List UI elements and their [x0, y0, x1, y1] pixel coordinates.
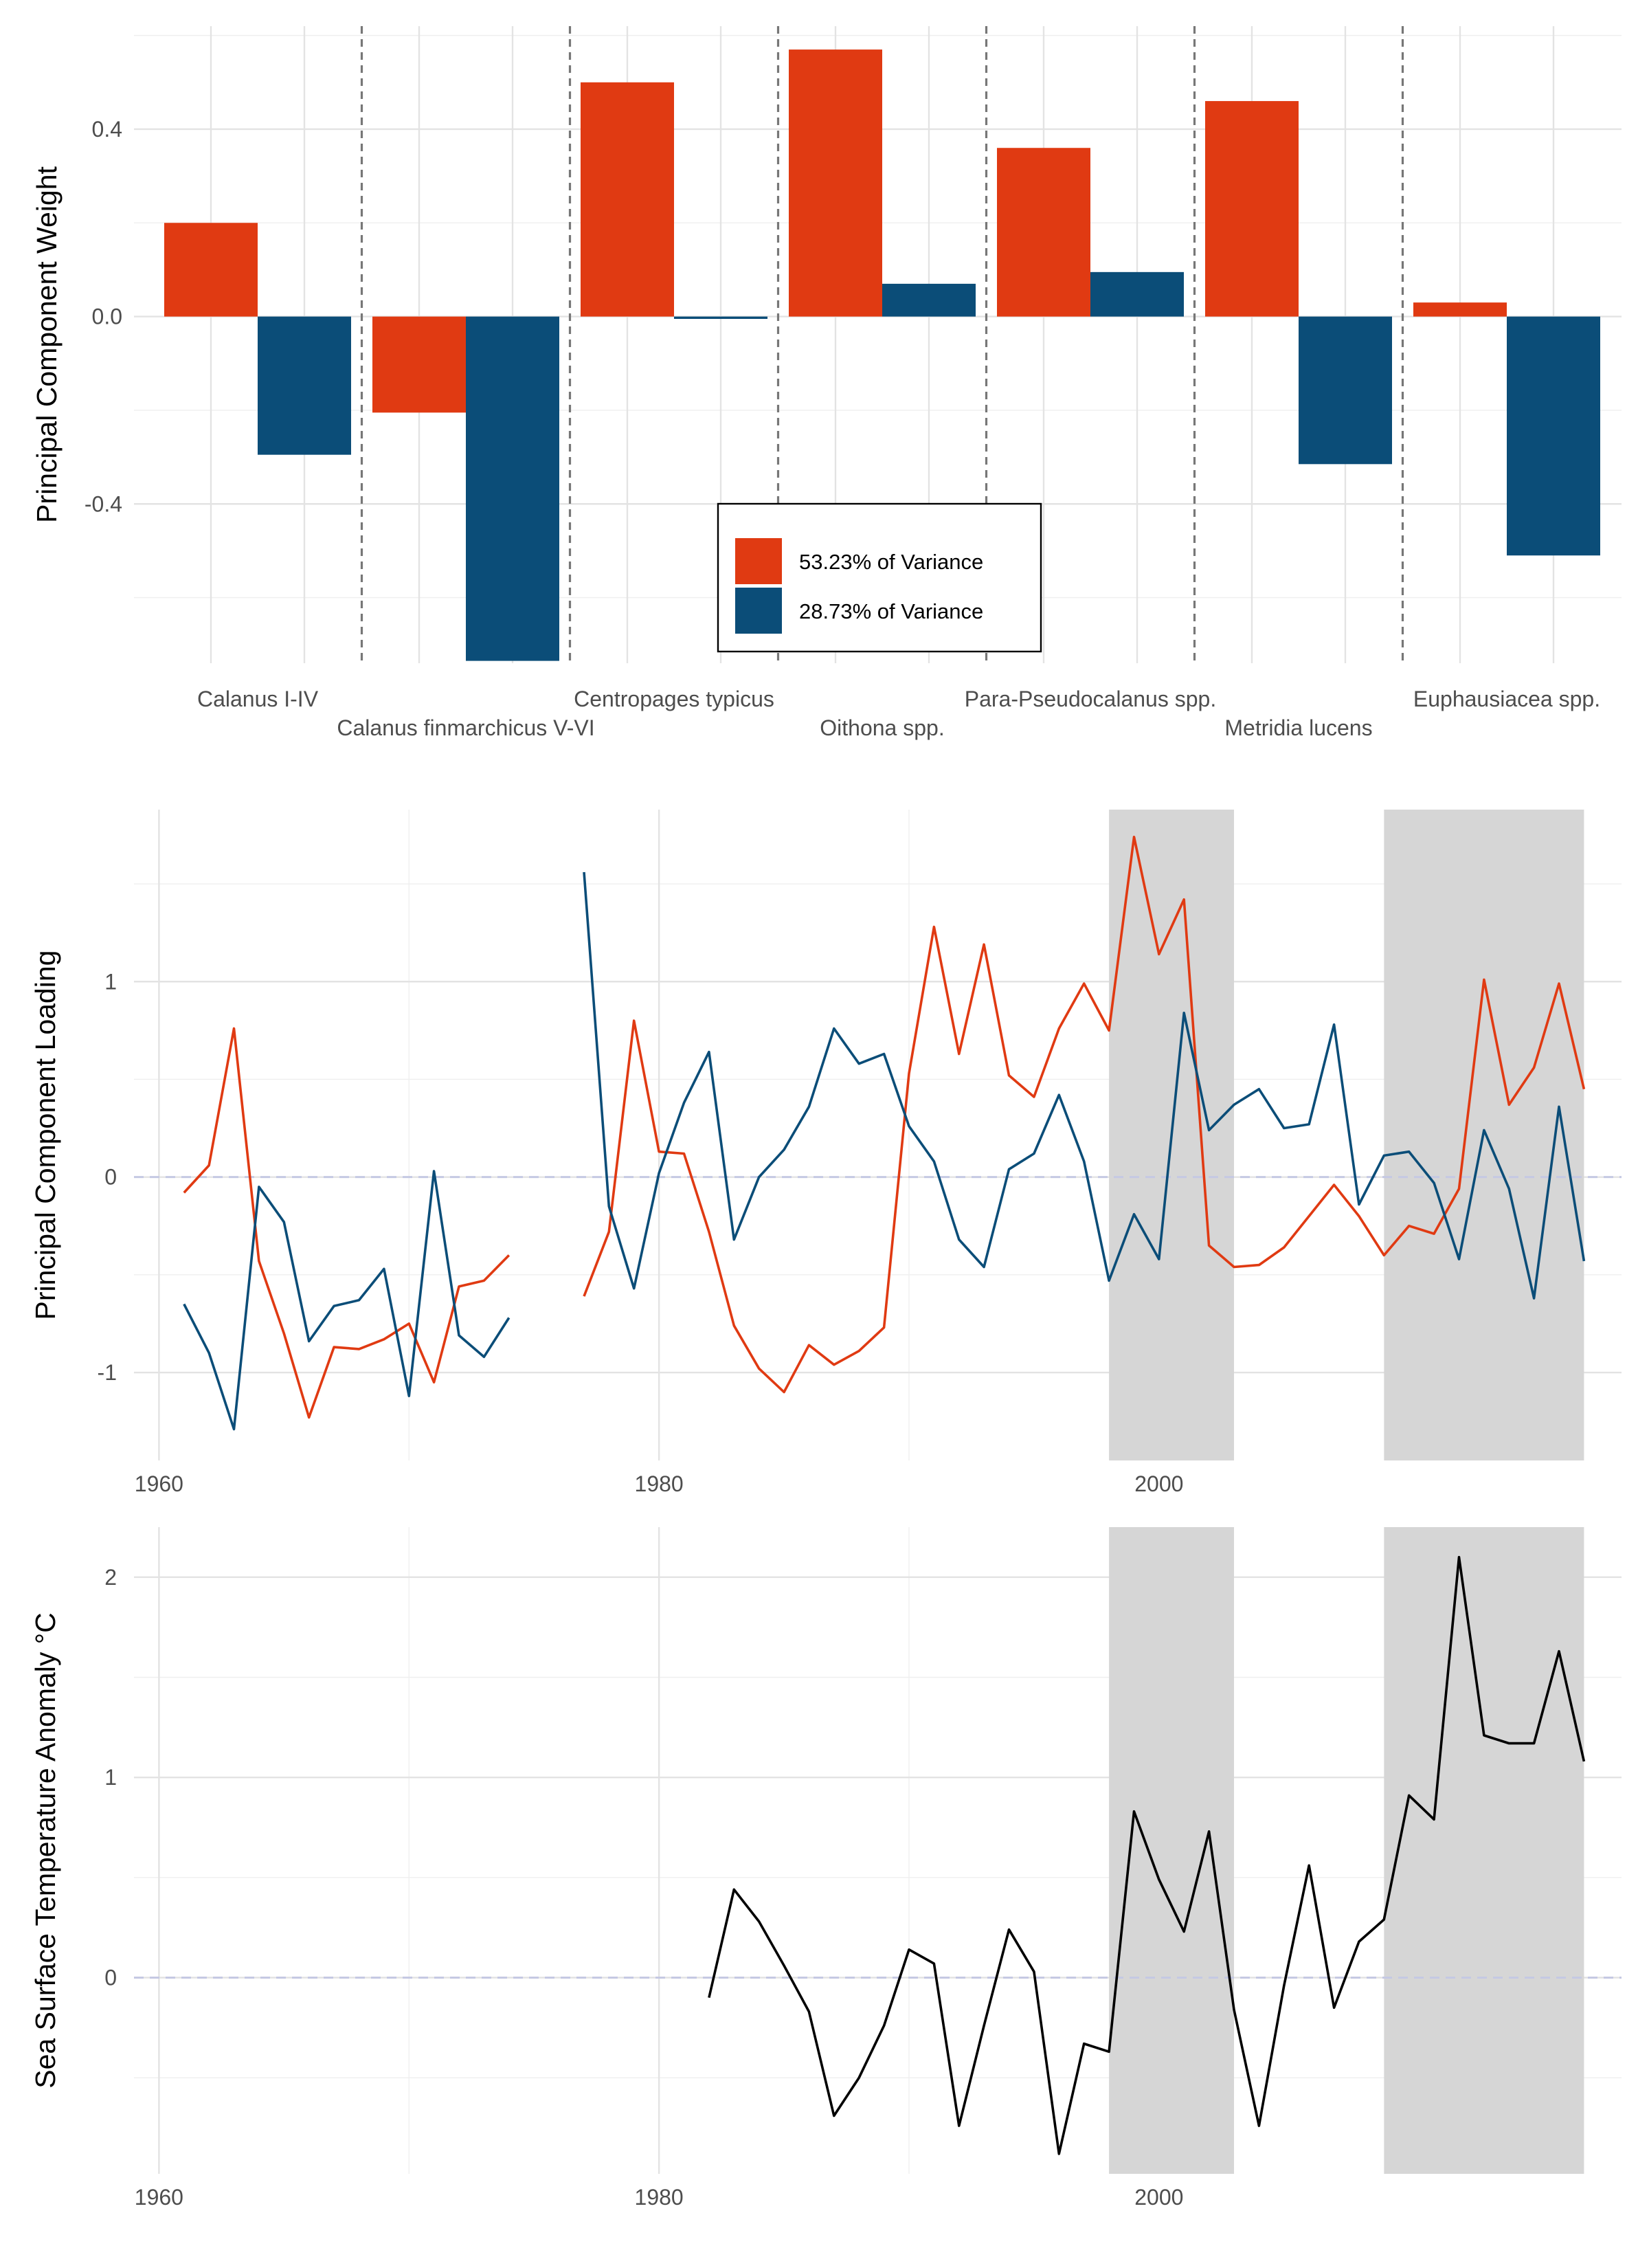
category-label: Oithona spp.: [820, 715, 944, 740]
category-label: Centropages typicus: [574, 687, 774, 711]
y-tick-label: 0.4: [92, 117, 122, 142]
bar-1-6: [1205, 101, 1299, 317]
y-axis-title: Principal Component Loading: [30, 950, 61, 1320]
x-tick-label: 1960: [135, 1471, 183, 1496]
category-label: Metridia lucens: [1224, 715, 1372, 740]
series-2-line-segment-2: [583, 871, 1586, 1300]
bar-1-4: [789, 49, 882, 317]
y-tick-label: 2: [104, 1565, 117, 1590]
series-1-line-segment-2: [583, 836, 1586, 1394]
y-tick-label: 0: [104, 1965, 117, 1990]
shaded-period-1: [1109, 1527, 1235, 2174]
x-tick-label: 1980: [635, 1471, 684, 1496]
category-label: Euphausiacea spp.: [1413, 687, 1600, 711]
legend: 53.23% of Variance 28.73% of Variance: [717, 502, 1042, 653]
bar-2-1: [258, 316, 351, 455]
legend-swatch-1: [735, 538, 782, 584]
category-label: Para-Pseudocalanus spp.: [965, 687, 1216, 711]
shaded-period-2: [1384, 1527, 1584, 2174]
y-tick-label: -0.4: [85, 491, 122, 516]
bar-2-3: [674, 316, 767, 320]
sst-anomaly-line-chart: 1960 1980 2000 2 1 0 Sea Surface Temperature A…: [30, 1527, 1622, 2210]
pca-weight-bar-chart: 0.4 0.0 -0.4 Calanus I-IV Calanus finmarchic…: [31, 26, 1622, 740]
bar-2-5: [1090, 271, 1184, 317]
legend-label-2: 28.73% of Variance: [799, 599, 983, 623]
x-tick-label: 2000: [1134, 1471, 1183, 1496]
y-tick-label: 0.0: [92, 304, 122, 329]
y-tick-label: -1: [98, 1360, 117, 1385]
y-tick-label: 1: [104, 969, 117, 994]
legend-label-1: 53.23% of Variance: [799, 550, 983, 574]
y-tick-label: 1: [104, 1765, 117, 1790]
legend-swatch-2: [735, 588, 782, 634]
x-tick-label: 2000: [1134, 2185, 1183, 2210]
bar-2-2: [466, 316, 559, 661]
bar-1-3: [581, 82, 674, 317]
series-1-line-segment-1: [708, 1555, 1586, 2155]
bar-1-7: [1413, 302, 1507, 317]
x-tick-label: 1960: [135, 2185, 183, 2210]
x-tick-label: 1980: [635, 2185, 684, 2210]
series-2-line-segment-1: [183, 1170, 511, 1431]
bar-2-7: [1507, 316, 1600, 556]
y-axis-title: Principal Component Weight: [31, 166, 63, 522]
bar-1-1: [164, 223, 258, 317]
category-label: Calanus finmarchicus V-VI: [337, 715, 594, 740]
bar-1-2: [372, 316, 466, 413]
y-tick-label: 0: [104, 1165, 117, 1190]
bar-1-5: [997, 148, 1090, 317]
bar-2-6: [1299, 316, 1392, 465]
category-label: Calanus I-IV: [197, 687, 319, 711]
pca-loading-line-chart: 1960 1980 2000 1 0 -1 Principal Component Load…: [30, 810, 1622, 1496]
y-axis-title: Sea Surface Temperature Anomaly °C: [30, 1612, 61, 2089]
series-1-line-segment-1: [183, 1027, 511, 1419]
bar-2-4: [882, 283, 976, 317]
